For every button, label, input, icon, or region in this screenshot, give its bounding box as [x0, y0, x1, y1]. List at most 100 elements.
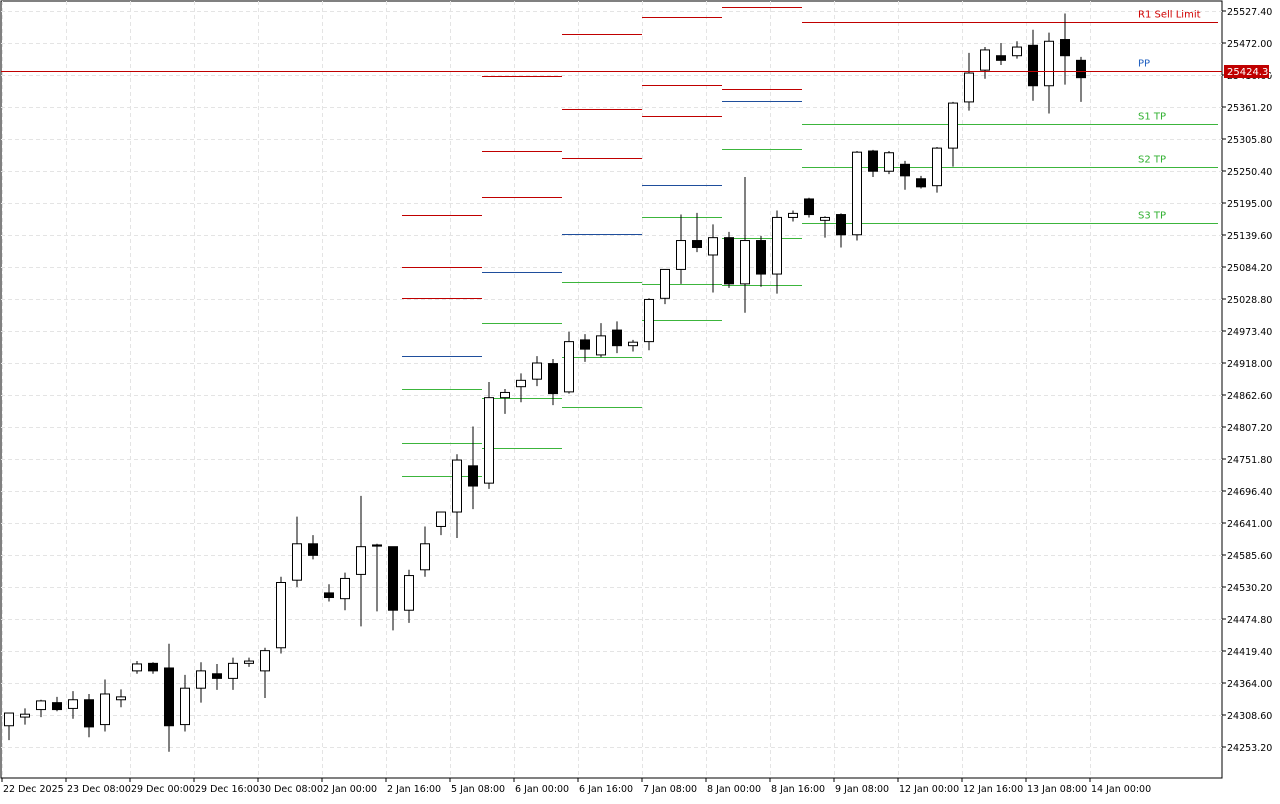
- x-tick-label: 8 Jan 16:00: [771, 784, 825, 795]
- candle-body: [852, 151, 862, 236]
- current-price-tag-bg: [1224, 65, 1269, 78]
- candle-body: [564, 341, 574, 393]
- y-tick-label: 24696.40: [1227, 487, 1272, 498]
- x-tick-label: 2 Jan 16:00: [387, 784, 441, 795]
- candle-body: [868, 150, 878, 172]
- candle-body: [484, 397, 494, 484]
- candle-body: [148, 662, 158, 672]
- candle: [532, 356, 542, 387]
- candle: [660, 268, 670, 305]
- candle: [788, 210, 798, 222]
- candle-body: [516, 379, 526, 388]
- y-tick-label: 25527.40: [1227, 7, 1272, 18]
- candle: [4, 712, 14, 741]
- y-tick-label: 25139.60: [1227, 231, 1272, 242]
- y-axis: 25527.4025472.0025416.6025361.2025305.80…: [1222, 7, 1272, 754]
- x-tick-label: 5 Jan 08:00: [451, 784, 505, 795]
- y-tick-label: 25195.00: [1227, 199, 1272, 210]
- candle-body: [1028, 44, 1038, 87]
- candle: [20, 708, 30, 725]
- x-tick-label: 6 Jan 16:00: [579, 784, 633, 795]
- candle-body: [964, 72, 974, 103]
- candle: [36, 699, 46, 718]
- x-tick-label: 29 Dec 00:00: [131, 784, 195, 795]
- y-tick-label: 25084.20: [1227, 263, 1272, 274]
- candle-body: [580, 339, 590, 350]
- candle-body: [132, 663, 142, 672]
- candle: [244, 657, 254, 667]
- candle-body: [84, 699, 94, 728]
- candle-body: [292, 543, 302, 581]
- candle-body: [820, 216, 830, 221]
- candle-body: [340, 577, 350, 600]
- x-tick-label: 23 Dec 08:00: [67, 784, 131, 795]
- candle-body: [628, 341, 638, 347]
- x-tick-label: 8 Jan 00:00: [707, 784, 761, 795]
- candle-body: [196, 670, 206, 689]
- candle: [132, 661, 142, 674]
- candle: [420, 526, 430, 577]
- y-tick-label: 24253.20: [1227, 743, 1272, 754]
- x-tick-label: 12 Jan 00:00: [899, 784, 959, 795]
- current-price-tag: 25424.37: [1224, 65, 1275, 78]
- candle-body: [1012, 46, 1022, 57]
- candle: [916, 175, 926, 189]
- x-tick-label: 29 Dec 16:00: [195, 784, 259, 795]
- candle-body: [260, 650, 270, 672]
- y-tick-label: 24641.00: [1227, 519, 1272, 530]
- candle-body: [980, 49, 990, 71]
- candle: [388, 546, 398, 631]
- candle-body: [404, 575, 414, 611]
- candle: [116, 689, 126, 708]
- candle: [356, 495, 366, 627]
- candle-body: [948, 102, 958, 149]
- candle-body: [372, 544, 382, 547]
- candle-body: [1060, 39, 1070, 57]
- x-axis: 22 Dec 2025 23 Dec 08:00 29 Dec 00:00 29 De…: [1, 778, 1151, 795]
- pivot-labels: R1 Sell Limit PP S1 TP S2 TP S3 TP: [1138, 10, 1201, 222]
- pivot-level-label: S1 TP: [1138, 112, 1166, 123]
- candle: [964, 52, 974, 111]
- candles: [4, 13, 1086, 752]
- grid-lines: [1, 1, 1222, 778]
- candle: [724, 231, 734, 288]
- candle: [756, 235, 766, 287]
- candle: [996, 43, 1006, 65]
- candle-body: [772, 216, 782, 275]
- candle-body: [420, 543, 430, 571]
- candle: [708, 224, 718, 293]
- candle: [52, 696, 62, 712]
- pivot-level-label: S2 TP: [1138, 155, 1166, 166]
- candle: [452, 454, 462, 539]
- y-tick-label: 25028.80: [1227, 295, 1272, 306]
- candle: [692, 212, 702, 253]
- candle: [868, 149, 878, 178]
- candle-body: [4, 712, 14, 727]
- candle: [804, 197, 814, 218]
- candle-body: [276, 581, 286, 649]
- candle-body: [548, 363, 558, 395]
- y-tick-label: 24308.60: [1227, 711, 1272, 722]
- candle-body: [660, 268, 670, 299]
- candle: [1044, 32, 1054, 114]
- candle-body: [740, 240, 750, 285]
- x-tick-label: 22 Dec 2025: [3, 784, 64, 795]
- candle-body: [612, 329, 622, 347]
- candle: [548, 358, 558, 406]
- candle-body: [596, 335, 606, 356]
- candle-body: [452, 459, 462, 513]
- candle: [676, 214, 686, 284]
- pivot-level-label: S3 TP: [1138, 211, 1166, 222]
- candle: [164, 643, 174, 752]
- y-tick-label: 24364.00: [1227, 679, 1272, 690]
- candle: [148, 662, 158, 674]
- x-tick-label: 14 Jan 00:00: [1091, 784, 1151, 795]
- y-tick-label: 24973.40: [1227, 327, 1272, 338]
- candle: [1012, 41, 1022, 59]
- x-tick-label: 12 Jan 16:00: [963, 784, 1023, 795]
- candle: [612, 321, 622, 354]
- y-tick-label: 24862.60: [1227, 391, 1272, 402]
- candle: [900, 160, 910, 190]
